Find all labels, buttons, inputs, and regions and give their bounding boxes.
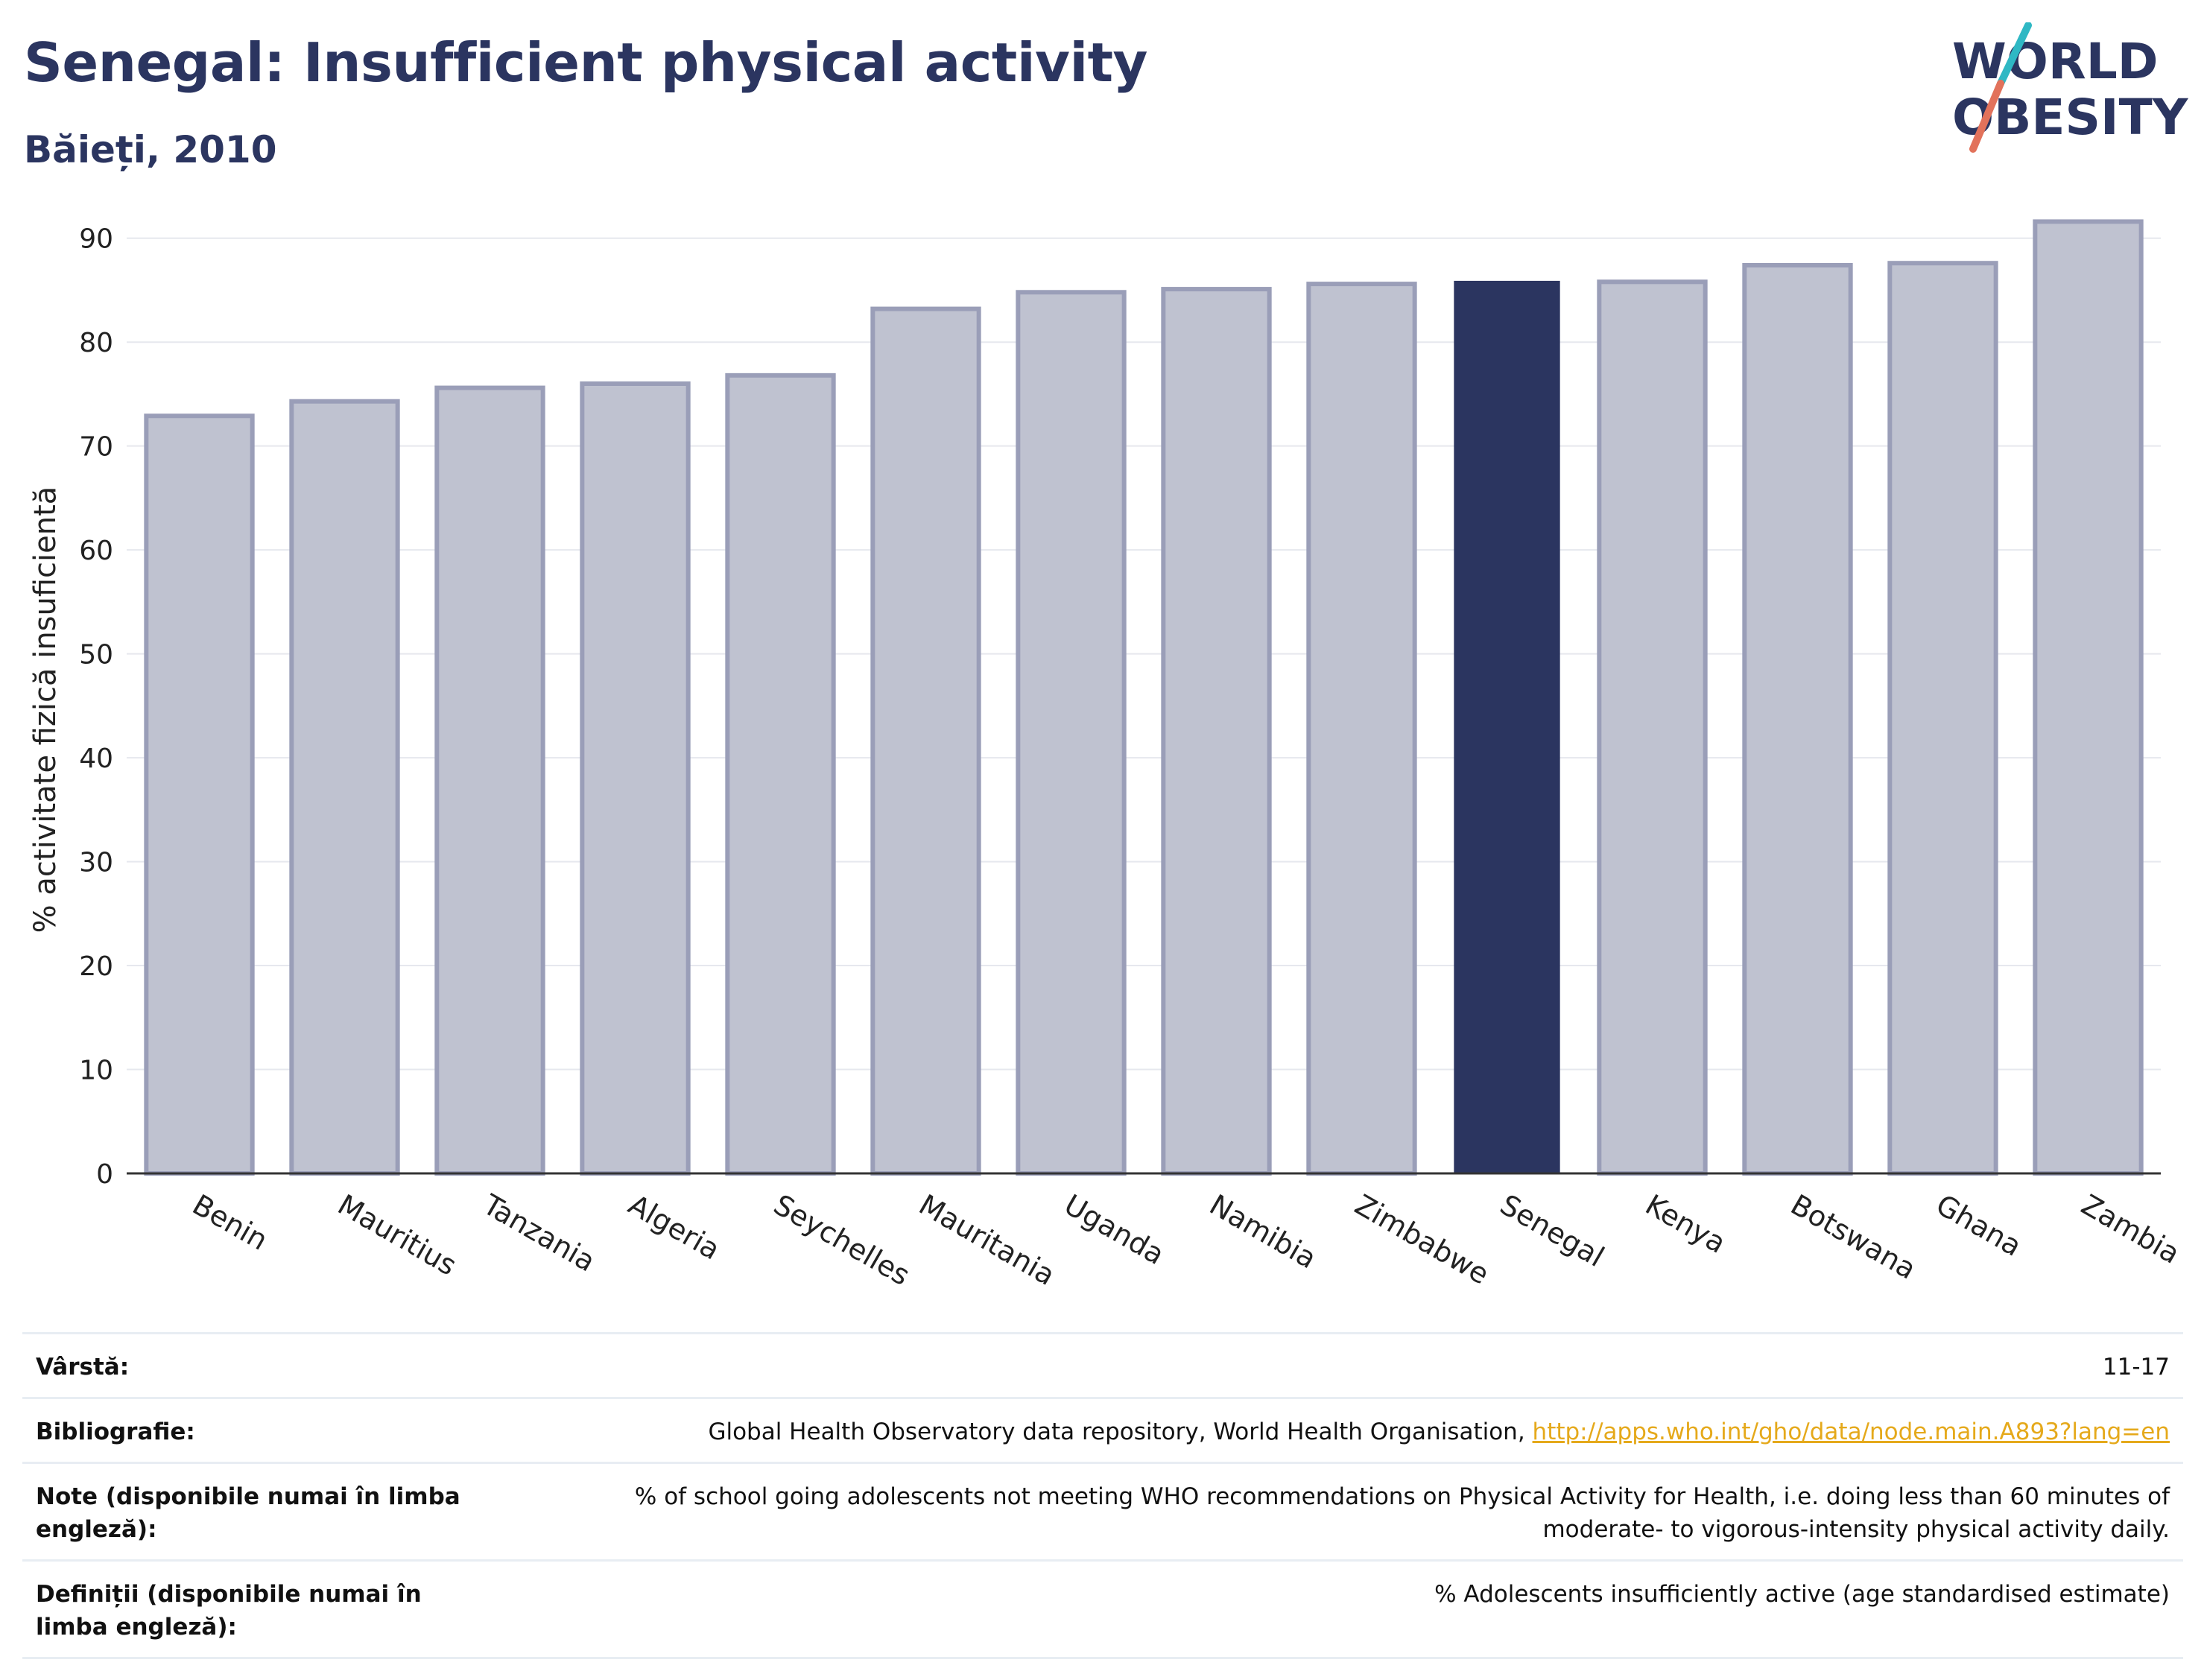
logo-slash-bottom	[1969, 80, 2004, 153]
meta-row-bibliography: Bibliografie: Global Health Observatory …	[22, 1397, 2183, 1462]
y-tick-label: 10	[79, 1056, 113, 1086]
page-title: Senegal: Insufficient physical activity	[24, 31, 1147, 94]
meta-row-age: Vârstă: 11-17	[22, 1332, 2183, 1397]
bar-namibia	[1161, 287, 1272, 1176]
x-tick-label: Mauritania	[913, 1188, 1060, 1292]
page-subtitle: Băieți, 2010	[24, 128, 277, 171]
bar-mauritania	[870, 306, 981, 1176]
bar-tanzania	[434, 385, 545, 1176]
chart-grid	[127, 237, 2161, 1071]
y-tick-label: 0	[96, 1159, 113, 1190]
bar-ghana	[1887, 261, 1998, 1176]
x-tick-label: Senegal	[1495, 1188, 1609, 1274]
x-tick-label: Algeria	[623, 1188, 726, 1267]
x-axis-labels: Benin Mauritius Tanzania Algeria SeychellesM…	[187, 1188, 2185, 1292]
bar-zimbabwe	[1306, 282, 1417, 1176]
y-axis-ticks: 0 10 20 30 40 50 60 70 80 90	[79, 224, 113, 1190]
y-tick-label: 90	[79, 224, 113, 255]
meta-age-label: Vârstă:	[36, 1354, 130, 1381]
bar-seychelles	[725, 373, 836, 1176]
x-tick-label: Zimbabwe	[1349, 1188, 1495, 1291]
x-tick-label: Benin	[187, 1188, 273, 1257]
bar-kenya	[1597, 279, 1708, 1176]
bar-zambia	[2033, 219, 2144, 1176]
bar-senegal	[1454, 280, 1560, 1174]
y-axis-title: % activitate fizică insuficientă	[28, 486, 63, 933]
meta-definitions-value: % Adolescents insufficiently active (age…	[1434, 1581, 2170, 1608]
x-tick-label: Seychelles	[768, 1188, 915, 1292]
meta-bibliography-value: Global Health Observatory data repositor…	[513, 1416, 2170, 1448]
y-tick-label: 50	[79, 640, 113, 671]
x-tick-label: Mauritius	[332, 1188, 462, 1282]
meta-row-notes: Note (disponibile numai în limba engleză…	[22, 1462, 2183, 1559]
logo-line1: WORLD	[1952, 33, 2159, 90]
logo-slash-top	[1997, 22, 2032, 87]
meta-bibliography-text: Global Health Observatory data repositor…	[708, 1419, 1533, 1445]
y-tick-label: 30	[79, 848, 113, 878]
bar-benin	[144, 413, 255, 1176]
y-tick-label: 20	[79, 951, 113, 982]
x-tick-label: Botswana	[1785, 1188, 1922, 1286]
meta-age-value: 11-17	[2102, 1354, 2170, 1381]
bar-algeria	[580, 381, 691, 1176]
y-tick-label: 40	[79, 744, 113, 774]
x-tick-label: Ghana	[1931, 1188, 2027, 1263]
y-tick-label: 60	[79, 536, 113, 566]
meta-bibliography-label: Bibliografie:	[36, 1419, 195, 1445]
meta-notes-label: Note (disponibile numai în limba engleză…	[36, 1483, 460, 1543]
y-tick-label: 70	[79, 432, 113, 463]
meta-row-definitions: Definiții (disponibile numai în limba en…	[22, 1559, 2183, 1659]
metadata-table: Vârstă: 11-17 Bibliografie: Global Healt…	[22, 1332, 2183, 1659]
meta-bibliography-link[interactable]: http://apps.who.int/gho/data/node.main.A…	[1532, 1419, 2170, 1445]
x-tick-label: Zambia	[2076, 1188, 2185, 1270]
bar-botswana	[1742, 263, 1853, 1176]
meta-definitions-label: Definiții (disponibile numai în limba en…	[36, 1581, 422, 1641]
x-tick-label: Tanzania	[477, 1188, 601, 1278]
bar-uganda	[1016, 290, 1127, 1176]
x-tick-label: Kenya	[1640, 1188, 1732, 1260]
x-tick-label: Uganda	[1059, 1188, 1170, 1271]
bar-mauritius	[289, 399, 400, 1176]
chart-bars	[144, 219, 2144, 1176]
meta-notes-value: % of school going adolescents not meetin…	[634, 1483, 2170, 1543]
world-obesity-logo: WORLD OBESITY	[1952, 22, 2189, 153]
y-tick-label: 80	[79, 328, 113, 358]
x-tick-label: Namibia	[1204, 1188, 1322, 1275]
bar-chart: 0 10 20 30 40 50 60 70 80 90 Benin Mauritius Tanzan…	[28, 219, 2185, 1292]
